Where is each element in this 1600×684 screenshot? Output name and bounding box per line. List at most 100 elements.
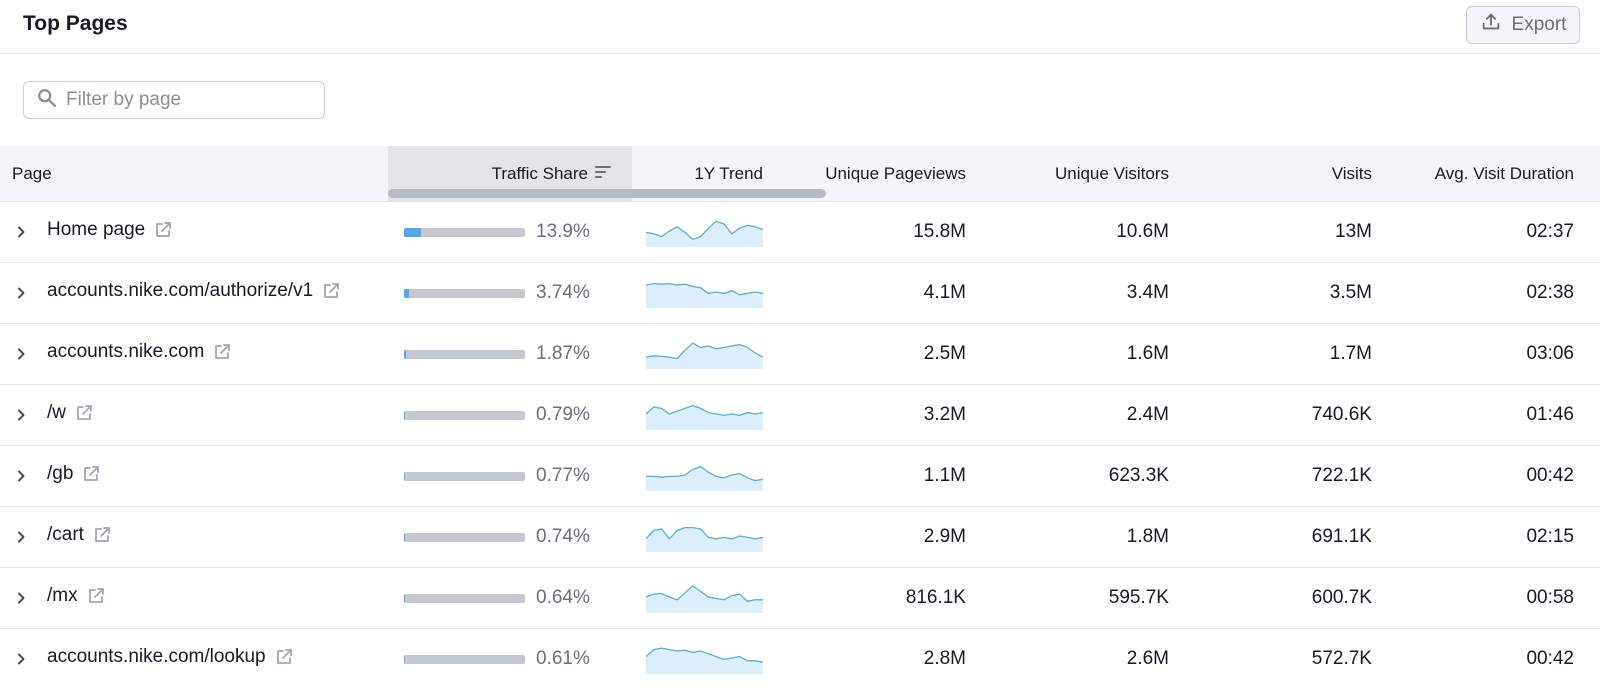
expand-row-chevron-icon[interactable]	[12, 586, 30, 610]
page-link[interactable]: /gb	[47, 463, 101, 485]
visits-value: 722.1K	[1311, 465, 1372, 486]
external-link-icon[interactable]	[74, 403, 94, 423]
unique-pageviews-value: 3.2M	[923, 404, 966, 425]
trend-sparkline	[646, 584, 763, 613]
page-name: accounts.nike.com	[47, 341, 205, 362]
expand-row-chevron-icon[interactable]	[12, 647, 30, 671]
unique-pageviews-value: 2.9M	[923, 526, 966, 547]
page-name: accounts.nike.com/lookup	[47, 646, 266, 667]
search-icon	[36, 87, 58, 114]
traffic-share-value: 0.61%	[536, 648, 590, 669]
traffic-share-value: 0.64%	[536, 587, 590, 608]
traffic-share-bar	[404, 472, 525, 481]
horizontal-scrollbar[interactable]	[388, 189, 826, 198]
column-header-visits[interactable]: Visits	[1331, 164, 1372, 183]
traffic-share-value: 0.77%	[536, 465, 590, 486]
trend-sparkline	[646, 404, 763, 430]
table-row: /gb 0.77% 1.1M 623.3K 722.1K 00:42	[0, 446, 1600, 507]
column-header-page[interactable]: Page	[12, 164, 52, 183]
unique-pageviews-value: 816.1K	[905, 587, 966, 608]
traffic-share-bar	[404, 411, 525, 420]
expand-row-chevron-icon[interactable]	[12, 220, 30, 244]
filter-input[interactable]	[66, 89, 306, 111]
unique-visitors-value: 1.8M	[1126, 526, 1169, 547]
unique-visitors-value: 595.7K	[1108, 587, 1169, 608]
table-row: accounts.nike.com/lookup 0.61% 2.8M 2.6M…	[0, 629, 1600, 684]
traffic-share-value: 0.79%	[536, 404, 590, 425]
traffic-share-label: Traffic Share	[491, 164, 588, 183]
page-link[interactable]: /cart	[47, 524, 112, 546]
table-row: accounts.nike.com/authorize/v1 3.74% 4.1…	[0, 263, 1600, 324]
external-link-icon[interactable]	[153, 220, 173, 240]
table-row: /w 0.79% 3.2M 2.4M 740.6K 01:46	[0, 385, 1600, 446]
avg-visit-duration-value: 01:46	[1526, 404, 1574, 425]
page-name: /w	[47, 402, 66, 423]
page-link[interactable]: accounts.nike.com/lookup	[47, 646, 294, 668]
unique-pageviews-value: 1.1M	[923, 465, 966, 486]
unique-pageviews-value: 15.8M	[913, 221, 966, 242]
visits-value: 740.6K	[1311, 404, 1372, 425]
external-link-icon[interactable]	[81, 464, 101, 484]
page-name: Home page	[47, 219, 146, 240]
traffic-share-bar	[404, 350, 525, 359]
unique-visitors-value: 2.6M	[1126, 648, 1169, 669]
traffic-share-value: 13.9%	[536, 221, 590, 242]
traffic-share-bar-fill	[404, 594, 406, 603]
column-header-trend[interactable]: 1Y Trend	[694, 164, 763, 183]
traffic-share-value: 1.87%	[536, 343, 590, 364]
traffic-share-bar-fill	[404, 350, 407, 359]
traffic-share-bar-fill	[404, 411, 406, 420]
external-link-icon[interactable]	[212, 342, 232, 362]
traffic-share-bar	[404, 228, 525, 237]
visits-value: 1.7M	[1329, 343, 1372, 364]
traffic-share-bar-fill	[404, 228, 421, 237]
avg-visit-duration-value: 03:06	[1526, 343, 1574, 364]
page-link[interactable]: /mx	[47, 585, 106, 607]
avg-visit-duration-value: 00:58	[1526, 587, 1574, 608]
expand-row-chevron-icon[interactable]	[12, 403, 30, 427]
panel-title: Top Pages	[23, 12, 128, 35]
expand-row-chevron-icon[interactable]	[12, 525, 30, 549]
trend-sparkline	[646, 647, 763, 674]
page-link[interactable]: accounts.nike.com	[47, 341, 232, 363]
traffic-share-bar-fill	[404, 533, 406, 542]
unique-visitors-value: 1.6M	[1126, 343, 1169, 364]
trend-sparkline	[646, 342, 763, 369]
page-link[interactable]: /w	[47, 402, 94, 424]
upload-icon	[1480, 11, 1502, 39]
trend-sparkline	[646, 465, 763, 491]
page-name: /gb	[47, 463, 74, 484]
column-header-unique-visitors[interactable]: Unique Visitors	[1054, 164, 1169, 183]
table-row: Home page 13.9% 15.8M 10.6M 13M 02:37	[0, 202, 1600, 263]
visits-value: 572.7K	[1311, 648, 1372, 669]
expand-row-chevron-icon[interactable]	[12, 342, 30, 366]
external-link-icon[interactable]	[274, 647, 294, 667]
trend-sparkline	[646, 526, 763, 552]
trend-sparkline	[646, 220, 763, 247]
page-link[interactable]: accounts.nike.com/authorize/v1	[47, 280, 341, 302]
traffic-share-value: 0.74%	[536, 526, 590, 547]
avg-visit-duration-value: 02:37	[1526, 221, 1574, 242]
page-link[interactable]: Home page	[47, 219, 173, 241]
column-header-unique-pageviews[interactable]: Unique Pageviews	[825, 164, 966, 183]
export-label: Export	[1511, 14, 1567, 35]
avg-visit-duration-value: 00:42	[1526, 465, 1574, 486]
export-button[interactable]: Export	[1466, 6, 1580, 44]
traffic-share-bar	[404, 289, 525, 298]
visits-value: 13M	[1335, 221, 1372, 242]
unique-pageviews-value: 2.8M	[923, 648, 966, 669]
traffic-share-bar-fill	[404, 655, 406, 664]
avg-visit-duration-value: 00:42	[1526, 648, 1574, 669]
visits-value: 691.1K	[1311, 526, 1372, 547]
traffic-share-bar	[404, 655, 525, 664]
external-link-icon[interactable]	[86, 586, 106, 606]
expand-row-chevron-icon[interactable]	[12, 464, 30, 488]
external-link-icon[interactable]	[92, 525, 112, 545]
sort-icon	[594, 163, 612, 186]
traffic-share-bar-fill	[404, 289, 409, 298]
column-header-avg-visit-duration[interactable]: Avg. Visit Duration	[1434, 164, 1574, 183]
external-link-icon[interactable]	[321, 281, 341, 301]
expand-row-chevron-icon[interactable]	[12, 281, 30, 305]
table-row: accounts.nike.com 1.87% 2.5M 1.6M 1.7M 0…	[0, 324, 1600, 385]
visits-value: 600.7K	[1311, 587, 1372, 608]
